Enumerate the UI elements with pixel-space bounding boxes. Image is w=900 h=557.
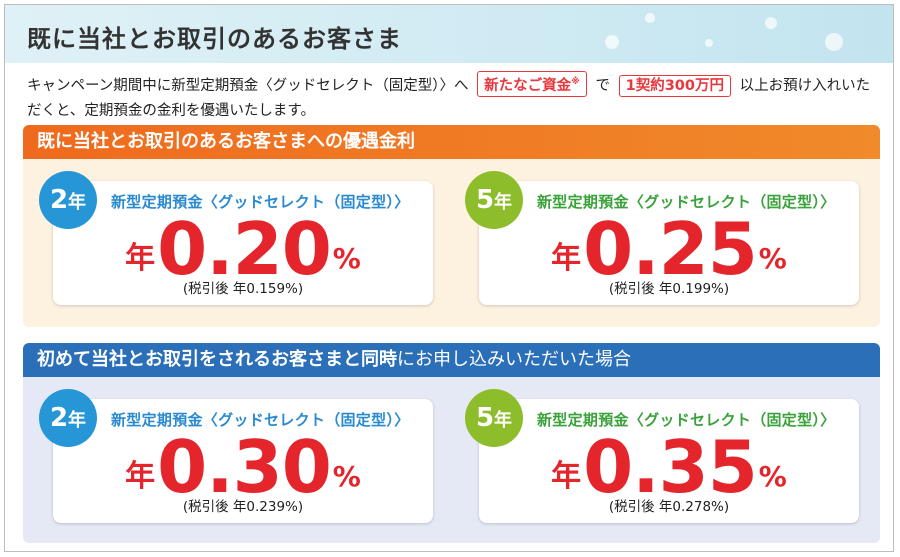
intro-between: で <box>595 77 611 94</box>
header-banner: 既に当社とお取引のあるお客さま <box>5 5 893 63</box>
page-title: 既に当社とお取引のあるお客さま <box>27 25 402 53</box>
rate-card-2yr: 2年 新型定期預金〈グッドセレクト（固定型）〉 年0.30% (税引後 年0.2… <box>39 389 433 523</box>
interest-rate: 年0.30% <box>125 425 361 509</box>
after-tax-rate: (税引後 年0.199%) <box>608 281 730 297</box>
existing-customer-section: 既に当社とお取引のあるお客さまへの優遇金利 2年 新型定期預金〈グッドセレクト（… <box>23 125 880 327</box>
decor-bubble <box>605 35 619 49</box>
interest-rate: 年0.20% <box>125 207 361 291</box>
term-badge: 2年 <box>39 389 97 447</box>
product-name: 新型定期預金〈グッドセレクト（固定型）〉 <box>537 193 836 211</box>
campaign-panel: 既に当社とお取引のあるお客さま キャンペーン期間中に新型定期預金〈グッドセレクト… <box>4 4 894 552</box>
new-funds-tag: 新たなご資金※ <box>477 71 587 97</box>
product-name: 新型定期預金〈グッドセレクト（固定型）〉 <box>111 411 410 429</box>
minimum-amount-tag: 1契約300万円 <box>618 74 731 97</box>
term-badge: 5年 <box>465 171 523 229</box>
term-badge: 2年 <box>39 171 97 229</box>
decor-bubble <box>825 33 843 51</box>
decor-bubble <box>765 17 777 29</box>
section-heading: 初めて当社とお取引をされるお客さまと同時にお申し込みいただいた場合 <box>23 343 880 377</box>
rate-card-5yr: 5年 新型定期預金〈グッドセレクト（固定型）〉 年0.35% (税引後 年0.2… <box>465 389 859 523</box>
interest-rate: 年0.35% <box>551 425 787 509</box>
after-tax-rate: (税引後 年0.278%) <box>608 499 730 515</box>
interest-rate: 年0.25% <box>551 207 787 291</box>
after-tax-rate: (税引後 年0.239%) <box>182 499 304 515</box>
intro-after: 以上お預け入れいただくと、定期預金の金利を優遇いたします。 <box>27 77 871 119</box>
after-tax-rate: (税引後 年0.159%) <box>182 281 304 297</box>
intro-before: キャンペーン期間中に新型定期預金〈グッドセレクト（固定型）〉へ <box>27 77 469 94</box>
rate-card-2yr: 2年 新型定期預金〈グッドセレクト（固定型）〉 年0.20% (税引後 年0.1… <box>39 171 433 305</box>
product-name: 新型定期預金〈グッドセレクト（固定型）〉 <box>537 411 836 429</box>
decor-bubble <box>645 13 655 23</box>
decor-bubble <box>705 39 713 47</box>
new-customer-section: 初めて当社とお取引をされるお客さまと同時にお申し込みいただいた場合 2年 新型定… <box>23 343 880 543</box>
product-name: 新型定期預金〈グッドセレクト（固定型）〉 <box>111 193 410 211</box>
section-heading: 既に当社とお取引のあるお客さまへの優遇金利 <box>23 125 880 159</box>
rate-card-5yr: 5年 新型定期預金〈グッドセレクト（固定型）〉 年0.25% (税引後 年0.1… <box>465 171 859 305</box>
intro-text: キャンペーン期間中に新型定期預金〈グッドセレクト（固定型）〉へ 新たなご資金※ … <box>27 71 877 124</box>
term-badge: 5年 <box>465 389 523 447</box>
